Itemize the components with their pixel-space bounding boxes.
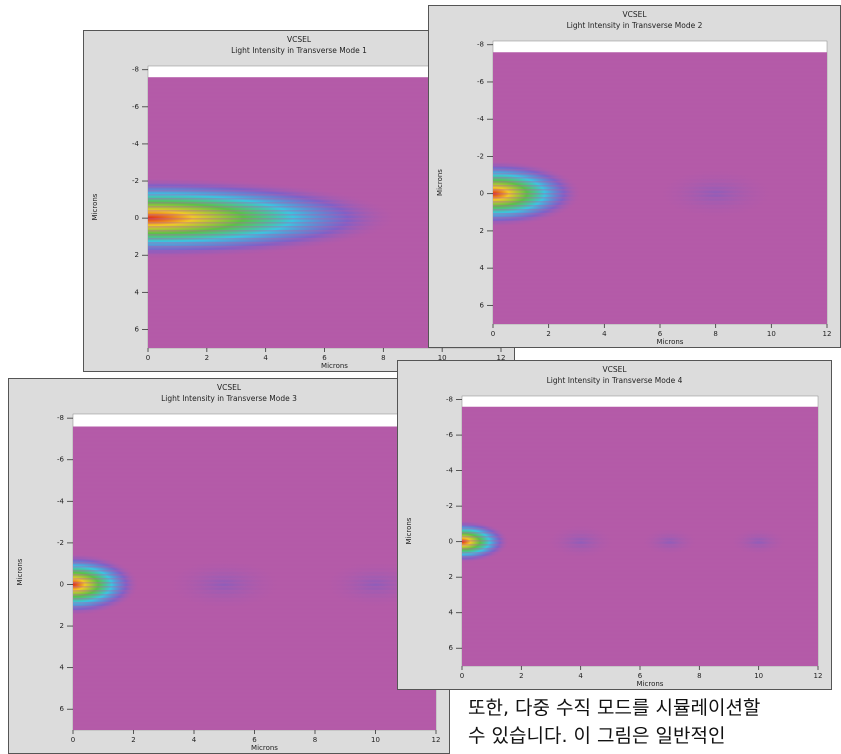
y-tick-label: -2 bbox=[57, 539, 64, 547]
y-tick-label: 4 bbox=[449, 609, 454, 617]
y-tick-label: -8 bbox=[132, 66, 139, 74]
panel-title: VCSEL bbox=[622, 10, 647, 19]
y-tick-label: -4 bbox=[132, 140, 140, 148]
x-tick-label: 12 bbox=[823, 330, 832, 338]
y-tick-label: 6 bbox=[60, 705, 65, 713]
y-tick-label: 2 bbox=[449, 573, 453, 581]
x-tick-label: 6 bbox=[658, 330, 663, 338]
x-tick-label: 4 bbox=[578, 672, 583, 680]
y-tick-label: -2 bbox=[132, 177, 139, 185]
panel-subtitle: Light Intensity in Transverse Mode 3 bbox=[161, 394, 297, 403]
x-tick-label: 2 bbox=[205, 354, 209, 362]
y-axis-label: Microns bbox=[405, 517, 413, 544]
x-tick-label: 10 bbox=[371, 736, 380, 744]
y-tick-label: -6 bbox=[132, 103, 140, 111]
y-axis-label: Microns bbox=[16, 558, 24, 585]
x-tick-label: 0 bbox=[491, 330, 495, 338]
panel-subtitle: Light Intensity in Transverse Mode 2 bbox=[567, 21, 703, 30]
panel-subtitle: Light Intensity in Transverse Mode 1 bbox=[231, 46, 367, 55]
y-tick-label: -8 bbox=[57, 414, 64, 422]
heatmap-stripes bbox=[493, 52, 827, 324]
caption-line: 또한, 다중 수직 모드를 시뮬레이션할 bbox=[468, 697, 760, 719]
x-tick-label: 2 bbox=[519, 672, 523, 680]
x-tick-label: 6 bbox=[322, 354, 327, 362]
y-tick-label: 4 bbox=[135, 288, 140, 296]
y-tick-label: 0 bbox=[135, 214, 139, 222]
y-tick-label: 6 bbox=[449, 644, 454, 652]
panel-subtitle: Light Intensity in Transverse Mode 4 bbox=[547, 376, 683, 385]
y-tick-label: 0 bbox=[449, 538, 453, 546]
heatmap-stripes bbox=[462, 407, 818, 666]
x-tick-label: 2 bbox=[546, 330, 550, 338]
y-axis-label: Microns bbox=[91, 193, 99, 220]
y-tick-label: -2 bbox=[477, 152, 484, 160]
y-tick-label: 6 bbox=[135, 325, 140, 333]
y-tick-label: -6 bbox=[57, 456, 65, 464]
figure-panel: VCSEL Light Intensity in Transverse Mode … bbox=[6, 379, 449, 754]
panel-title: VCSEL bbox=[287, 35, 312, 44]
y-tick-label: -4 bbox=[446, 467, 454, 475]
y-tick-label: 2 bbox=[135, 251, 139, 259]
x-axis-label: Microns bbox=[321, 362, 348, 370]
x-tick-label: 12 bbox=[432, 736, 441, 744]
x-tick-label: 8 bbox=[713, 330, 717, 338]
x-axis-label: Microns bbox=[251, 744, 278, 752]
x-tick-label: 2 bbox=[131, 736, 135, 744]
x-tick-label: 4 bbox=[602, 330, 607, 338]
panel-title: VCSEL bbox=[602, 365, 627, 374]
heatmap bbox=[0, 77, 501, 348]
x-axis-label: Microns bbox=[637, 680, 664, 688]
caption-line: 수 있습니다. 이 그림은 일반적인 bbox=[468, 725, 725, 747]
heatmap bbox=[415, 407, 818, 666]
y-axis-label: Microns bbox=[436, 169, 444, 196]
x-tick-label: 4 bbox=[263, 354, 268, 362]
x-tick-label: 0 bbox=[460, 672, 464, 680]
y-tick-label: -8 bbox=[446, 396, 453, 404]
x-tick-label: 0 bbox=[146, 354, 150, 362]
x-tick-label: 10 bbox=[767, 330, 776, 338]
x-tick-label: 0 bbox=[71, 736, 75, 744]
x-axis-label: Microns bbox=[657, 338, 684, 346]
y-tick-label: -2 bbox=[446, 502, 453, 510]
x-tick-label: 12 bbox=[814, 672, 823, 680]
x-tick-label: 8 bbox=[697, 672, 701, 680]
y-tick-label: 2 bbox=[480, 227, 484, 235]
y-tick-label: 0 bbox=[60, 580, 64, 588]
x-tick-label: 6 bbox=[638, 672, 643, 680]
figure-panel: VCSEL Light Intensity in Transverse Mode … bbox=[398, 361, 832, 690]
y-tick-label: 4 bbox=[60, 664, 65, 672]
figure-panel: VCSEL Light Intensity in Transverse Mode … bbox=[404, 6, 841, 348]
x-tick-label: 4 bbox=[192, 736, 197, 744]
x-tick-label: 8 bbox=[381, 354, 385, 362]
y-tick-label: -8 bbox=[477, 41, 484, 49]
y-tick-label: -4 bbox=[477, 115, 485, 123]
y-tick-label: 4 bbox=[480, 264, 485, 272]
heatmap-stripes bbox=[73, 426, 436, 730]
y-tick-label: -4 bbox=[57, 497, 65, 505]
y-tick-label: 6 bbox=[480, 301, 485, 309]
panel-title: VCSEL bbox=[217, 383, 242, 392]
figures: VCSEL Light Intensity in Transverse Mode … bbox=[0, 6, 841, 754]
x-tick-label: 6 bbox=[252, 736, 257, 744]
page: VCSEL Light Intensity in Transverse Mode … bbox=[0, 0, 841, 754]
y-tick-label: -6 bbox=[477, 78, 485, 86]
x-tick-label: 10 bbox=[754, 672, 763, 680]
x-tick-label: 8 bbox=[313, 736, 317, 744]
y-tick-label: 0 bbox=[480, 190, 484, 198]
y-tick-label: 2 bbox=[60, 622, 64, 630]
y-tick-label: -6 bbox=[446, 431, 454, 439]
